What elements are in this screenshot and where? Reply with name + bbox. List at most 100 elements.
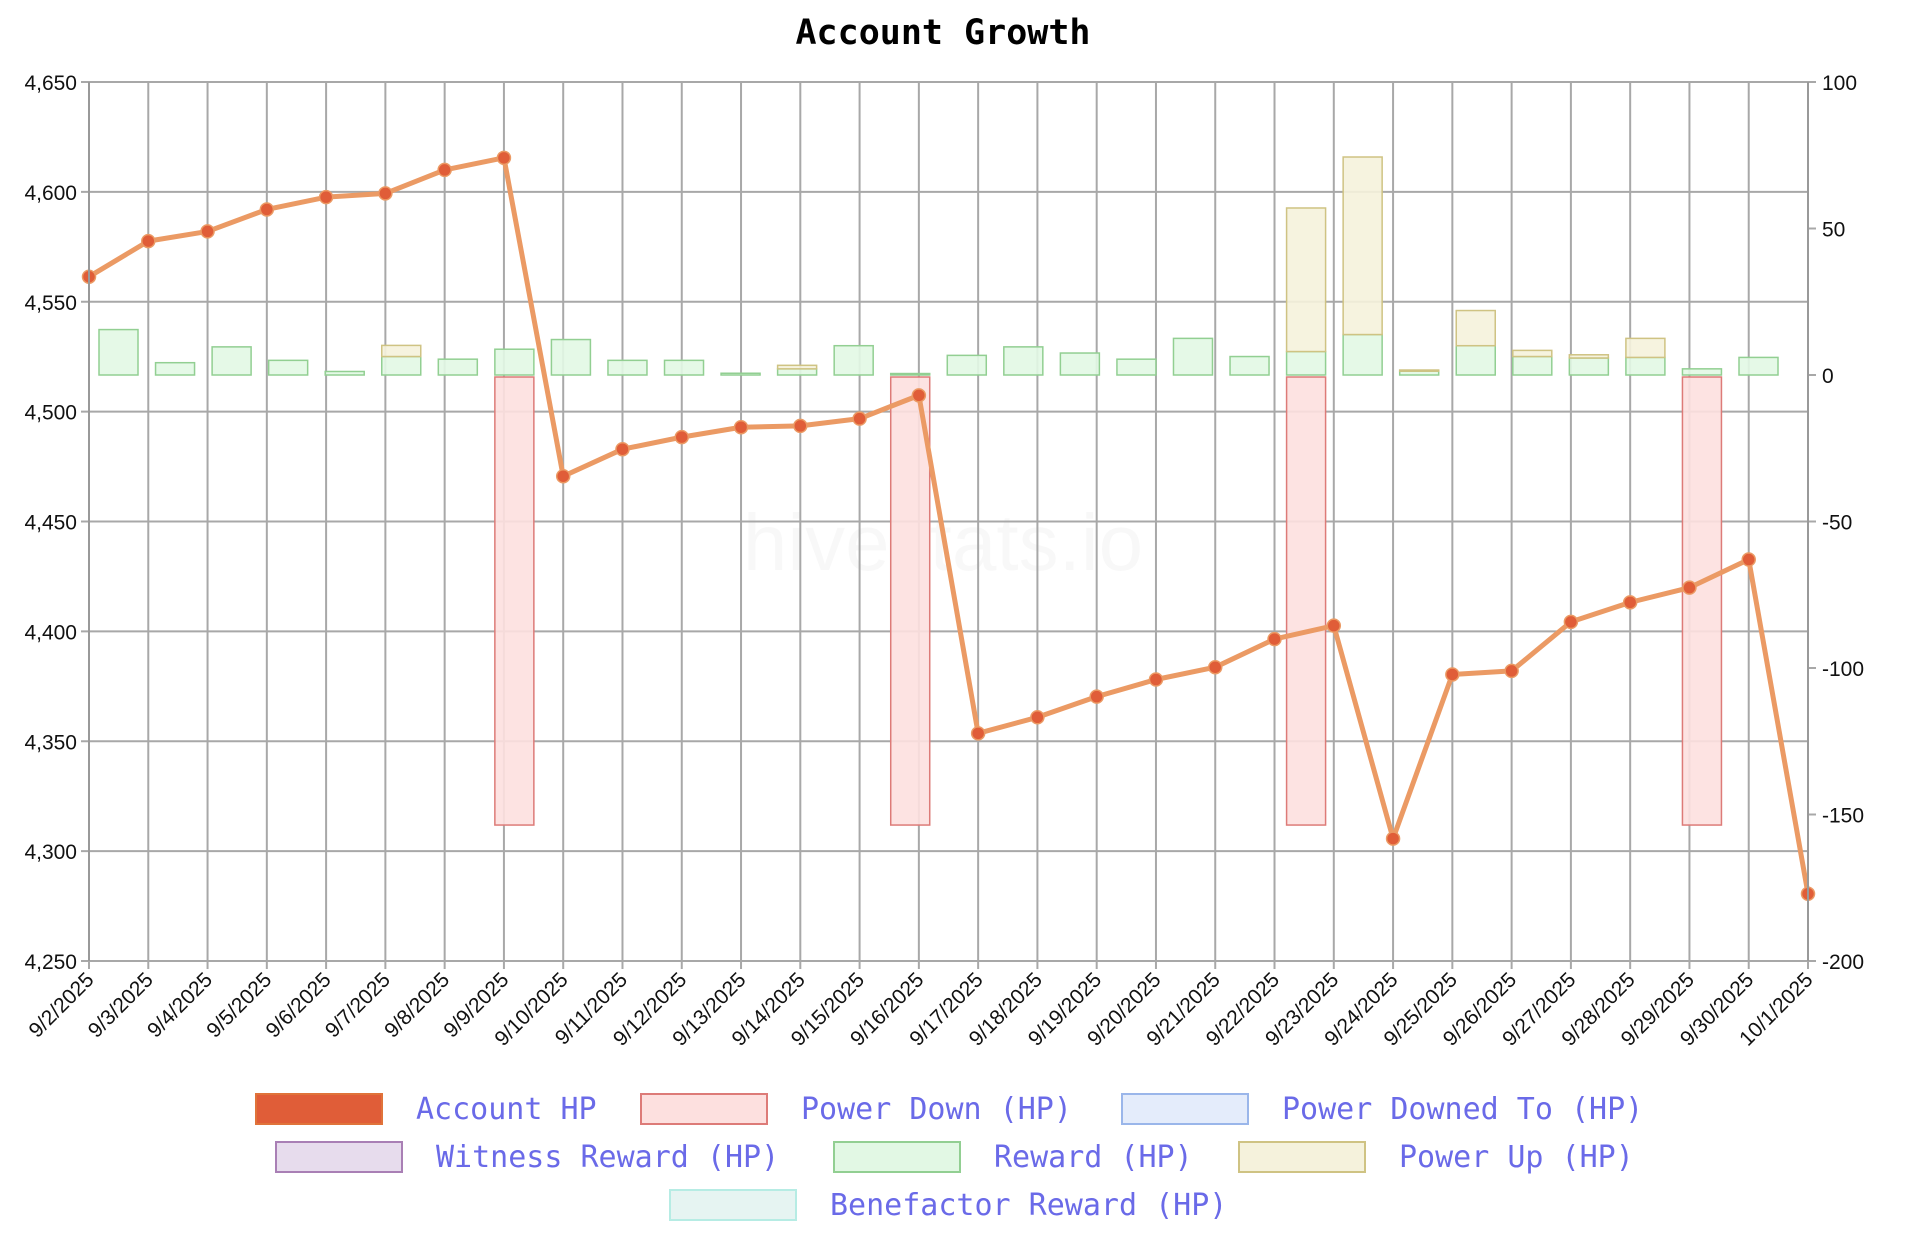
account-hp-point bbox=[259, 202, 275, 217]
legend-swatch bbox=[833, 1141, 961, 1173]
account-hp-point bbox=[970, 726, 986, 741]
account-hp-point bbox=[200, 224, 215, 239]
account-hp-point bbox=[555, 468, 571, 484]
reward-hp-bar bbox=[1342, 333, 1383, 376]
x-tick-label: 9/4/2025 bbox=[143, 968, 217, 1042]
y-right-tick-label: -150 bbox=[1822, 805, 1864, 828]
legend-item-account-hp[interactable]: Account HP bbox=[255, 1092, 597, 1127]
bars bbox=[98, 156, 1779, 826]
y-right-tick-label: 100 bbox=[1822, 72, 1857, 95]
legend-swatch bbox=[255, 1093, 383, 1125]
x-tick-label: 9/3/2025 bbox=[84, 968, 158, 1042]
account-hp-point bbox=[1504, 663, 1519, 679]
account-hp-point bbox=[911, 388, 927, 403]
legend-label: Account HP bbox=[416, 1092, 597, 1127]
reward-hp-bar bbox=[1455, 344, 1496, 376]
y-left-tick-label: 4,600 bbox=[24, 182, 77, 205]
account-hp-point bbox=[852, 411, 867, 426]
legend-swatch bbox=[275, 1141, 403, 1173]
reward-hp-bar bbox=[776, 368, 818, 376]
power-down-hp-bar bbox=[494, 376, 535, 826]
legend-item-benefactor-reward-hp[interactable]: Benefactor Reward (HP) bbox=[669, 1188, 1227, 1223]
account-hp-point bbox=[1622, 595, 1638, 610]
reward-hp-bar bbox=[154, 361, 196, 376]
x-tick-label: 9/7/2025 bbox=[321, 968, 395, 1042]
account-hp-point bbox=[1148, 672, 1164, 687]
legend-swatch bbox=[1238, 1141, 1366, 1173]
y-left-tick-label: 4,550 bbox=[24, 292, 77, 315]
reward-hp-bar bbox=[1059, 352, 1101, 376]
account-hp-point bbox=[1445, 667, 1460, 682]
legend: Account HP Power Down (HP) Power Downed To… bbox=[255, 1092, 1643, 1223]
account-hp-point bbox=[615, 441, 630, 457]
account-hp-point bbox=[141, 233, 156, 249]
reward-hp-bar bbox=[1229, 355, 1270, 376]
reward-hp-bar bbox=[494, 348, 535, 376]
account-hp-point bbox=[318, 189, 334, 205]
reward-hp-bar bbox=[607, 359, 648, 376]
power-up-hp-bar bbox=[1398, 369, 1440, 372]
y-left-tick-label: 4,350 bbox=[24, 731, 77, 754]
reward-hp-bar bbox=[720, 372, 761, 376]
y-left-tick-label: 4,400 bbox=[24, 621, 77, 644]
y-left-tick-label: 4,300 bbox=[24, 841, 77, 864]
reward-hp-bar bbox=[211, 346, 252, 376]
legend-item-reward-hp[interactable]: Reward (HP) bbox=[833, 1140, 1193, 1175]
legend-item-power-down-hp[interactable]: Power Down (HP) bbox=[640, 1092, 1072, 1127]
reward-hp-bar bbox=[833, 344, 874, 376]
legend-item-power-up-hp[interactable]: Power Up (HP) bbox=[1238, 1140, 1634, 1175]
account-hp-point bbox=[1563, 614, 1579, 630]
legend-item-power-downed-to-hp[interactable]: Power Downed To (HP) bbox=[1121, 1092, 1643, 1127]
reward-hp-bar bbox=[550, 338, 592, 376]
y-right-tick-label: 0 bbox=[1822, 365, 1834, 388]
power-up-hp-bar bbox=[776, 364, 818, 370]
account-hp-point bbox=[1267, 631, 1282, 647]
power-up-hp-bar bbox=[1342, 156, 1383, 336]
power-up-hp-bar bbox=[1285, 207, 1327, 353]
y-right-tick-label: -50 bbox=[1822, 512, 1852, 535]
y-left-tick-label: 4,450 bbox=[24, 512, 77, 535]
legend-item-witness-reward-hp[interactable]: Witness Reward (HP) bbox=[275, 1140, 779, 1175]
y-left-tick-label: 4,250 bbox=[24, 951, 77, 974]
account-hp-line bbox=[81, 150, 1816, 902]
account-hp-point bbox=[1089, 689, 1104, 704]
y-right-tick-label: 50 bbox=[1822, 219, 1845, 242]
legend-label: Reward (HP) bbox=[994, 1140, 1193, 1175]
chart-title: Account Growth bbox=[795, 13, 1090, 53]
reward-hp-bar bbox=[381, 355, 422, 376]
account-hp-point bbox=[793, 418, 808, 434]
reward-hp-bar bbox=[437, 358, 479, 376]
account-hp-point bbox=[378, 186, 393, 201]
y-right-tick-label: -200 bbox=[1822, 951, 1864, 974]
legend-swatch bbox=[1121, 1093, 1249, 1125]
account-hp-point bbox=[1207, 659, 1223, 675]
y-right-tick-label: -100 bbox=[1822, 658, 1864, 681]
x-tick-label: 9/2/2025 bbox=[24, 968, 98, 1042]
reward-hp-bar bbox=[1285, 350, 1327, 376]
legend-label: Power Downed To (HP) bbox=[1282, 1092, 1643, 1127]
power-up-hp-bar bbox=[381, 344, 422, 358]
account-hp-point bbox=[1030, 710, 1045, 725]
account-hp-point bbox=[733, 419, 749, 435]
reward-hp-bar bbox=[1625, 356, 1666, 376]
x-tick-label: 9/8/2025 bbox=[380, 968, 454, 1042]
account-hp-point bbox=[1385, 831, 1401, 846]
y-left-tick-label: 4,500 bbox=[24, 402, 77, 425]
power-up-hp-bar bbox=[1568, 354, 1610, 359]
account-hp-point bbox=[496, 150, 512, 166]
x-tick-label: 9/6/2025 bbox=[262, 968, 336, 1042]
power-down-hp-bar bbox=[1681, 376, 1723, 826]
legend-label: Power Up (HP) bbox=[1399, 1140, 1634, 1175]
reward-hp-bar bbox=[1681, 368, 1723, 376]
y-left-tick-label: 4,650 bbox=[24, 72, 77, 95]
account-hp-path bbox=[87, 155, 1811, 895]
account-hp-point bbox=[1741, 552, 1756, 567]
reward-hp-bar bbox=[1512, 355, 1553, 376]
power-down-hp-bar bbox=[1285, 376, 1327, 826]
account-hp-point bbox=[1326, 618, 1342, 633]
power-up-hp-bar bbox=[1625, 337, 1666, 359]
reward-hp-bar bbox=[663, 359, 705, 376]
legend-swatch bbox=[669, 1189, 797, 1221]
reward-hp-bar bbox=[889, 372, 931, 376]
